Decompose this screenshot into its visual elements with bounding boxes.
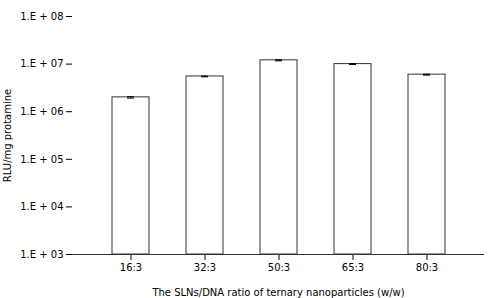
svg-text:80:3: 80:3	[416, 262, 438, 273]
svg-text:50:3: 50:3	[268, 262, 290, 273]
svg-text:1.E + 07: 1.E + 07	[20, 58, 63, 69]
svg-text:16:3: 16:3	[120, 262, 142, 273]
svg-text:1.E + 05: 1.E + 05	[20, 154, 63, 165]
svg-text:1.E + 03: 1.E + 03	[20, 249, 63, 260]
svg-text:1.E + 08: 1.E + 08	[20, 11, 63, 22]
svg-text:1.E + 04: 1.E + 04	[20, 201, 63, 212]
svg-text:RLU/mg protamine: RLU/mg protamine	[2, 89, 13, 182]
svg-text:65:3: 65:3	[342, 262, 364, 273]
svg-text:1.E + 06: 1.E + 06	[20, 106, 63, 117]
svg-text:32:3: 32:3	[194, 262, 216, 273]
svg-text:The SLNs/DNA ratio of ternary: The SLNs/DNA ratio of ternary nanopartic…	[151, 287, 404, 298]
